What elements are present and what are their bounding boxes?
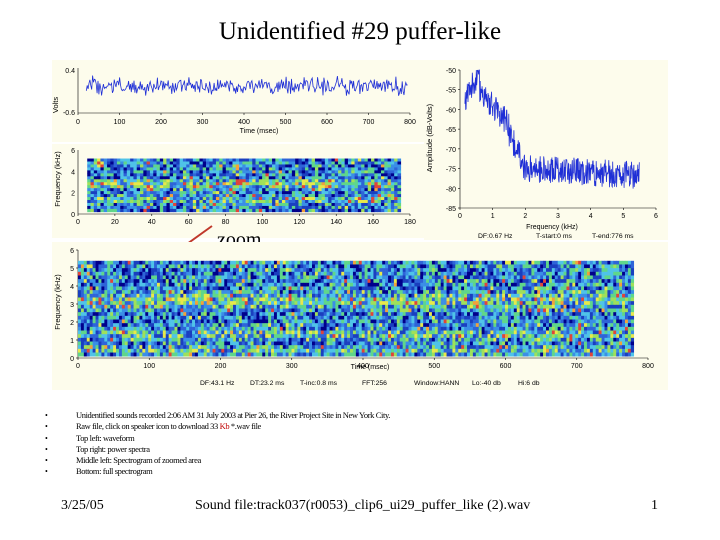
power-spectrum-xtick: 3 (556, 213, 560, 220)
power-spectrum-panel: -50 -55 -60 -65 -70 -75 -80 -85 0 1 2 3 4 5 6 Amplitud… (424, 60, 668, 240)
full-spectrogram-xtick: 200 (215, 363, 227, 370)
zoom-spectrogram-xtick: 20 (111, 219, 119, 226)
zoom-spectrogram-xtick: 120 (293, 219, 305, 226)
full-spectrogram-info: FFT:256 (362, 380, 387, 387)
full-spectrogram-xtick: 300 (286, 363, 298, 370)
full-spectrogram-info: T-inc:0.8 ms (300, 380, 338, 387)
waveform-xtick: 200 (155, 119, 167, 126)
full-spectrogram-xtick: 0 (76, 363, 80, 370)
zoom-spectrogram-xtick: 0 (76, 219, 80, 226)
zoom-spectrogram-xtick: 180 (404, 219, 416, 226)
full-spectrogram-xlabel: Time (msec) (351, 364, 390, 371)
power-spectrum-xtick: 4 (589, 213, 593, 220)
kb-highlight[interactable]: Kb (219, 421, 230, 432)
zoom-spectrogram-image (87, 158, 402, 213)
power-spectrum-ytick: -70 (446, 147, 456, 154)
bullet-item: Unidentified sounds recorded 2:06 AM 31 … (45, 410, 390, 422)
power-spectrum-ytick: -55 (446, 88, 456, 95)
waveform-xtick: 600 (321, 119, 333, 126)
full-spectrogram-ytick: 4 (70, 284, 74, 291)
power-spectrum-info: DF:0.67 Hz (478, 233, 513, 240)
power-spectrum-xtick: 0 (458, 213, 462, 220)
power-spectrum-ytick: -80 (446, 186, 456, 193)
power-spectrum-ytick: -65 (446, 127, 456, 134)
zoom-spectrogram-xtick: 80 (222, 219, 230, 226)
power-spectrum-info: T-end:776 ms (592, 233, 634, 240)
waveform-ylabel: Volts (52, 97, 60, 114)
full-spectrogram-xtick: 500 (428, 363, 440, 370)
bullet-item: Top left: waveform (45, 433, 390, 445)
bullet-list: Unidentified sounds recorded 2:06 AM 31 … (45, 410, 390, 478)
zoom-spectrogram-ytick: 2 (71, 191, 75, 198)
waveform-xtick: 100 (114, 119, 126, 126)
power-spectrum-xtick: 1 (491, 213, 495, 220)
full-spectrogram-xtick: 100 (143, 363, 155, 370)
full-spectrogram-panel: 6 5 4 3 2 1 0 0 100 200 300 400 500 600 700 800 Frequen… (52, 242, 668, 390)
power-spectrum-chart: -50 -55 -60 -65 -70 -75 -80 -850 1 2 3 4 5 6 Amplitud… (425, 68, 658, 240)
power-spectrum-ytick: -60 (446, 107, 456, 114)
zoom-spectrogram-xtick: 140 (330, 219, 342, 226)
zoom-spectrogram-xtick: 60 (185, 219, 193, 226)
full-spectrogram-ytick: 2 (70, 320, 74, 327)
zoom-spectrogram-ylabel: Frequency (kHz) (53, 151, 62, 207)
waveform-panel: 0.4 -0.6 0 100 200 300 400 500 600 700 800 Volts T… (51, 60, 424, 142)
full-spectrogram-ytick: 3 (70, 302, 74, 309)
full-spectrogram-ytick: 1 (70, 338, 74, 345)
power-spectrum-xlabel: Frequency (kHz) (526, 224, 578, 231)
full-spectrogram-ytick: 5 (70, 266, 74, 273)
full-spectrogram-info: Window:HANN (414, 380, 459, 387)
zoom-spectrogram-xtick: 160 (367, 219, 379, 226)
bullet-item: Raw file, click on speaker icon to downl… (45, 421, 390, 433)
zoom-spectrogram-xtick: 40 (148, 219, 156, 226)
power-spectrum-ytick: -50 (446, 68, 456, 75)
full-spectrogram-xtick: 600 (500, 363, 512, 370)
power-spectrum-ytick: -75 (446, 167, 456, 174)
full-spectrogram-info: Lo:-40 db (472, 380, 501, 387)
zoom-spectrogram-ytick: 0 (71, 212, 75, 219)
zoom-spectrogram-ytick: 6 (71, 148, 75, 155)
full-spectrogram-xtick: 400 (357, 363, 369, 370)
waveform-ytick: 0.4 (65, 68, 75, 75)
power-spectrum-ylabel: Amplitude (dB-Volts) (425, 103, 434, 172)
full-spectrogram-image (78, 260, 635, 357)
waveform-ytick: -0.6 (63, 110, 75, 117)
waveform-xtick: 300 (197, 119, 209, 126)
full-spectrogram-info: DT:23.2 ms (250, 380, 285, 387)
waveform-xtick: 500 (280, 119, 292, 126)
power-spectrum-line (464, 69, 640, 189)
full-spectrogram-info: Hi:6 db (518, 380, 540, 387)
full-spectrogram-ytick: 6 (70, 248, 74, 255)
slide-title: Unidentified #29 puffer-like (218, 18, 502, 45)
power-spectrum-xtick: 5 (621, 213, 625, 220)
full-spectrogram-info: DF:43.1 Hz (200, 380, 235, 387)
full-spectrogram-ytick: 0 (70, 356, 74, 363)
zoom-spectrogram-panel: 6 4 2 0 0 20 40 60 80 100 120 140 160 180 Frequency (… (52, 144, 424, 238)
footer-sound-file[interactable]: Sound file:track037(r0053)_clip6_ui29_pu… (195, 498, 531, 513)
power-spectrum-ytick: -85 (446, 206, 456, 213)
waveform-xlabel: Time (msec) (240, 128, 279, 135)
full-spectrogram-xtick: 800 (642, 363, 654, 370)
footer-date: 3/25/05 (61, 498, 104, 513)
zoom-spectrogram-ytick: 4 (71, 169, 75, 176)
waveform-chart: 0.4 -0.60 100 200 300 400 500 600 700 800 Volts T… (51, 68, 416, 135)
power-spectrum-xtick: 2 (523, 213, 527, 220)
bullet-item: Bottom: full spectrogram (45, 466, 390, 478)
waveform-xtick: 700 (363, 119, 375, 126)
bullet-item: Top right: power spectra (45, 444, 390, 456)
zoom-spectrogram-xtick: 100 (257, 219, 269, 226)
power-spectrum-info: T-start:0 ms (536, 233, 572, 240)
bullet-item: Middle left: Spectrogram of zoomed area (45, 455, 390, 467)
full-spectrogram-ylabel: Frequency (kHz) (53, 274, 62, 330)
waveform-xtick: 800 (404, 119, 416, 126)
power-spectrum-xtick: 6 (654, 213, 658, 220)
waveform-xtick: 400 (238, 119, 250, 126)
waveform-xtick: 0 (76, 119, 80, 126)
footer-page-number: 1 (651, 498, 658, 513)
waveform-line (85, 75, 408, 96)
full-spectrogram-xtick: 700 (571, 363, 583, 370)
